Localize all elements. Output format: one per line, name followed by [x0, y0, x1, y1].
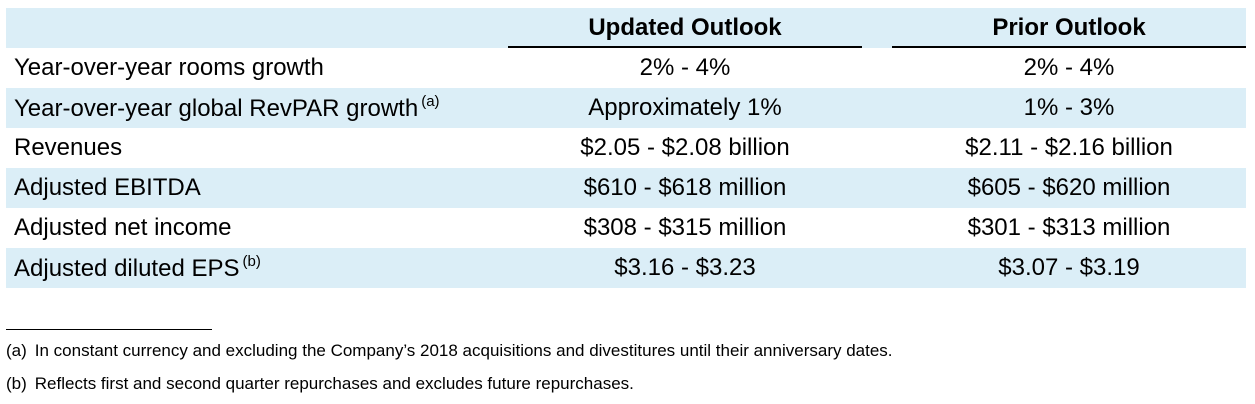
table-header-row: Updated Outlook Prior Outlook — [6, 8, 1246, 48]
row-label: Adjusted net income — [14, 214, 232, 241]
row-updated-value: $308 - $315 million — [583, 214, 787, 241]
table-row: Year-over-year rooms growth 2% - 4% 2% -… — [6, 48, 1246, 88]
header-updated-outlook: Updated Outlook — [588, 14, 782, 41]
table-row: Year-over-year global RevPAR growth (a) A… — [6, 88, 1246, 128]
table-row: Adjusted EBITDA $610 - $618 million $605… — [6, 168, 1246, 208]
table-row: Adjusted diluted EPS (b) $3.16 - $3.23 $3… — [6, 248, 1246, 288]
header-prior-outlook: Prior Outlook — [992, 14, 1146, 41]
row-prior-value: $3.07 - $3.19 — [998, 254, 1140, 281]
row-label: Adjusted EBITDA — [14, 174, 201, 201]
footnote-b: (b) Reflects first and second quarter rep… — [6, 374, 634, 394]
header-prior-underline — [892, 46, 1246, 48]
row-prior-value: 1% - 3% — [1023, 94, 1115, 121]
row-updated-value: Approximately 1% — [588, 94, 782, 121]
row-prior-value: $2.11 - $2.16 billion — [965, 134, 1173, 161]
row-label: Year-over-year rooms growth — [14, 54, 324, 81]
row-updated-value: $610 - $618 million — [583, 174, 787, 201]
row-label: Adjusted diluted EPS (b) — [14, 253, 261, 282]
row-prior-value: $605 - $620 million — [967, 174, 1171, 201]
row-label: Year-over-year global RevPAR growth (a) — [14, 93, 440, 122]
table-row: Revenues $2.05 - $2.08 billion $2.11 - $… — [6, 128, 1246, 168]
footnote-marker: (b) — [6, 374, 27, 393]
row-prior-value: 2% - 4% — [1023, 54, 1115, 81]
row-label: Revenues — [14, 134, 123, 161]
row-updated-value: 2% - 4% — [639, 54, 731, 81]
row-updated-value: $2.05 - $2.08 billion — [580, 134, 790, 161]
footnote-marker: (a) — [6, 341, 27, 360]
header-updated-underline — [508, 46, 862, 48]
footnote-text: In constant currency and excluding the C… — [34, 341, 893, 360]
footnote-ref-b: (b) — [242, 253, 261, 270]
footnote-a: (a) In constant currency and excluding th… — [6, 341, 893, 361]
row-updated-value: $3.16 - $3.23 — [614, 254, 756, 281]
table-row: Adjusted net income $308 - $315 million … — [6, 208, 1246, 248]
footnote-ref-a: (a) — [421, 93, 440, 110]
row-prior-value: $301 - $313 million — [967, 214, 1171, 241]
outlook-table: Updated Outlook Prior Outlook Year-over-… — [6, 8, 1246, 288]
footnote-text: Reflects first and second quarter repurc… — [34, 374, 634, 393]
footnote-divider — [6, 329, 212, 330]
